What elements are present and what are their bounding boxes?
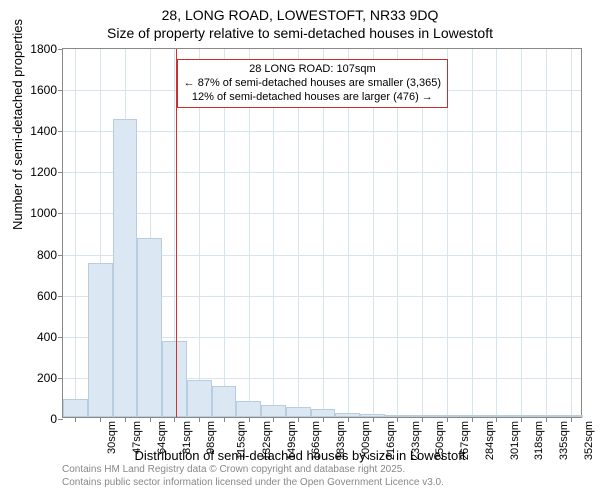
x-tick-mark [348,417,349,422]
y-tick-mark [58,213,63,214]
y-tick-mark [58,378,63,379]
x-tick-mark [174,417,175,422]
histogram-bar [286,407,311,417]
gridline-v [496,49,497,417]
gridline-v [521,49,522,417]
annotation-box: 28 LONG ROAD: 107sqm ← 87% of semi-detac… [177,59,448,108]
x-tick-mark [273,417,274,422]
histogram-bar [335,413,360,417]
histogram-bar [113,119,138,417]
histogram-bar [360,414,385,417]
footer-line2: Contains public sector information licen… [62,477,444,488]
y-tick-mark [58,255,63,256]
histogram-bar [311,409,336,417]
gridline-v [75,49,76,417]
x-tick-mark [447,417,448,422]
gridline-h [63,172,581,173]
x-tick-mark [571,417,572,422]
y-tick-mark [58,296,63,297]
annotation-line2: ← 87% of semi-detached houses are smalle… [184,77,441,91]
x-tick-mark [496,417,497,422]
x-tick-mark [323,417,324,422]
gridline-v [571,49,572,417]
histogram-bar [410,415,435,417]
x-tick-mark [298,417,299,422]
histogram-bar [533,415,558,417]
y-tick-mark [58,337,63,338]
histogram-bar [212,386,237,417]
y-tick-mark [58,90,63,91]
histogram-bar [558,415,583,417]
x-tick-mark [546,417,547,422]
footer-line1: Contains HM Land Registry data © Crown c… [62,464,405,475]
x-axis-label: Distribution of semi-detached houses by … [0,448,600,463]
x-tick-mark [75,417,76,422]
histogram-bar [162,341,187,417]
x-tick-mark [373,417,374,422]
chart-title: 28, LONG ROAD, LOWESTOFT, NR33 9DQ Size … [0,0,600,42]
x-tick-mark [521,417,522,422]
gridline-v [546,49,547,417]
x-tick-mark [472,417,473,422]
histogram-bar [63,399,88,418]
annotation-line1: 28 LONG ROAD: 107sqm [184,63,441,77]
x-tick-mark [224,417,225,422]
chart-container: 28, LONG ROAD, LOWESTOFT, NR33 9DQ Size … [0,0,600,500]
histogram-bar [236,401,261,417]
annotation-line3: 12% of semi-detached houses are larger (… [184,91,441,105]
histogram-bar [137,238,162,417]
x-tick-mark [125,417,126,422]
y-axis-label: Number of semi-detached properties [10,19,25,230]
histogram-bar [434,415,459,417]
x-tick-mark [422,417,423,422]
histogram-bar [187,380,212,417]
gridline-h [63,131,581,132]
histogram-bar [88,263,113,417]
x-tick-mark [199,417,200,422]
histogram-bar [484,415,509,417]
y-tick-mark [58,419,63,420]
histogram-bar [261,405,286,417]
x-tick-mark [397,417,398,422]
title-line2: Size of property relative to semi-detach… [107,25,493,41]
histogram-bar [509,415,534,417]
y-tick-mark [58,49,63,50]
gridline-h [63,213,581,214]
footer: Contains HM Land Registry data © Crown c… [62,464,444,489]
y-tick-mark [58,172,63,173]
title-line1: 28, LONG ROAD, LOWESTOFT, NR33 9DQ [162,7,439,23]
x-tick-mark [150,417,151,422]
plot-area: 02004006008001000120014001600180030sqm47… [62,48,582,418]
gridline-v [472,49,473,417]
x-tick-mark [249,417,250,422]
histogram-bar [459,415,484,417]
x-tick-mark [100,417,101,422]
histogram-bar [385,415,410,417]
y-tick-mark [58,131,63,132]
